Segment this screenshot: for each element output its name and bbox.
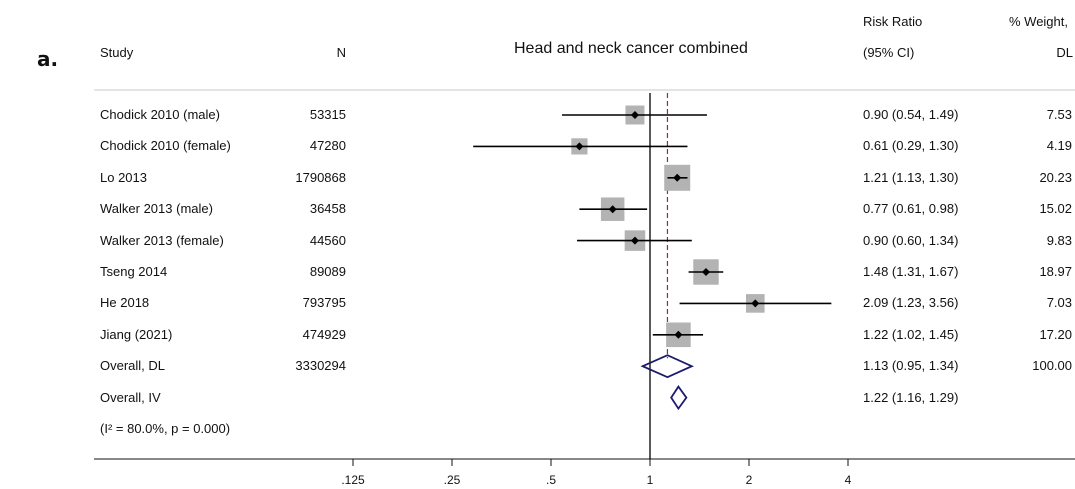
sample-size: 44560: [309, 232, 346, 248]
weight-value: 18.97: [1039, 264, 1072, 279]
sample-size: 53315: [309, 107, 346, 122]
study-name: Walker 2013 (male): [100, 201, 213, 217]
sample-size: 1790868: [295, 169, 346, 185]
point-estimate: [575, 142, 584, 151]
header-weight-dl: DL: [1056, 45, 1073, 60]
weight-value: 9.83: [1046, 232, 1072, 248]
ci-text: 0.90 (0.60, 1.34): [863, 232, 959, 248]
weight-value: 20.23: [1039, 169, 1072, 185]
heterogeneity-note: (I² = 80.0%, p = 0.000): [100, 421, 231, 436]
study-name: Chodick 2010 (male): [100, 107, 220, 122]
ci-text: 1.21 (1.13, 1.30): [863, 169, 959, 185]
study-name: Walker 2013 (female): [100, 232, 224, 248]
overall-diamond: [670, 385, 688, 411]
point-estimate: [751, 299, 760, 308]
sample-size: 47280: [309, 138, 346, 154]
weight-value: 17.20: [1039, 326, 1072, 342]
chart-title: Head and neck cancer combined: [514, 40, 748, 57]
weight-value: 100.00: [1032, 358, 1072, 374]
study-name: Jiang (2021): [100, 326, 173, 342]
sample-size: 36458: [309, 201, 346, 217]
header-study: Study: [100, 45, 134, 60]
ci-text: 1.13 (0.95, 1.34): [863, 358, 959, 374]
ci-text: 1.22 (1.02, 1.45): [863, 326, 959, 342]
study-name: Chodick 2010 (female): [100, 138, 231, 154]
study-name: Overall, DL: [100, 358, 166, 374]
point-estimate: [701, 268, 710, 276]
x-tick-label: 2: [746, 473, 753, 487]
weight-value: 4.19: [1046, 138, 1072, 154]
panel-label: a.: [37, 47, 59, 71]
x-tick-label: 4: [845, 473, 852, 487]
point-estimate: [608, 205, 617, 214]
header-ci: (95% CI): [863, 45, 915, 60]
point-estimate: [673, 173, 682, 182]
overall-diamond: [640, 354, 694, 379]
sample-size: 89089: [309, 264, 346, 279]
point-estimate: [674, 330, 683, 339]
study-name: Overall, IV: [100, 389, 161, 405]
weight-value: 7.53: [1046, 107, 1072, 122]
ci-text: 0.61 (0.29, 1.30): [863, 138, 959, 154]
header-weight: % Weight,: [1008, 14, 1068, 29]
ci-text: 1.48 (1.31, 1.67): [863, 264, 959, 279]
study-name: Lo 2013: [100, 169, 147, 185]
point-estimate: [630, 236, 639, 245]
point-estimate: [630, 111, 639, 119]
study-name: He 2018: [100, 295, 150, 311]
x-tick-label: .125: [341, 473, 365, 487]
ci-text: 1.22 (1.16, 1.29): [863, 389, 959, 405]
sample-size: 793795: [302, 295, 346, 311]
weight-value: 15.02: [1039, 201, 1072, 217]
sample-size: 3330294: [295, 358, 346, 374]
weight-value: 7.03: [1046, 295, 1072, 311]
header-risk-ratio: Risk Ratio: [863, 14, 923, 29]
ci-text: 0.90 (0.54, 1.49): [863, 107, 959, 122]
study-name: Tseng 2014: [100, 264, 168, 279]
ci-text: 2.09 (1.23, 3.56): [863, 295, 959, 311]
x-tick-label: 1: [647, 473, 654, 487]
sample-size: 474929: [302, 326, 346, 342]
x-tick-label: .5: [546, 473, 556, 487]
x-tick-label: .25: [444, 473, 461, 487]
header-n: N: [336, 45, 346, 60]
ci-text: 0.77 (0.61, 0.98): [863, 201, 959, 217]
